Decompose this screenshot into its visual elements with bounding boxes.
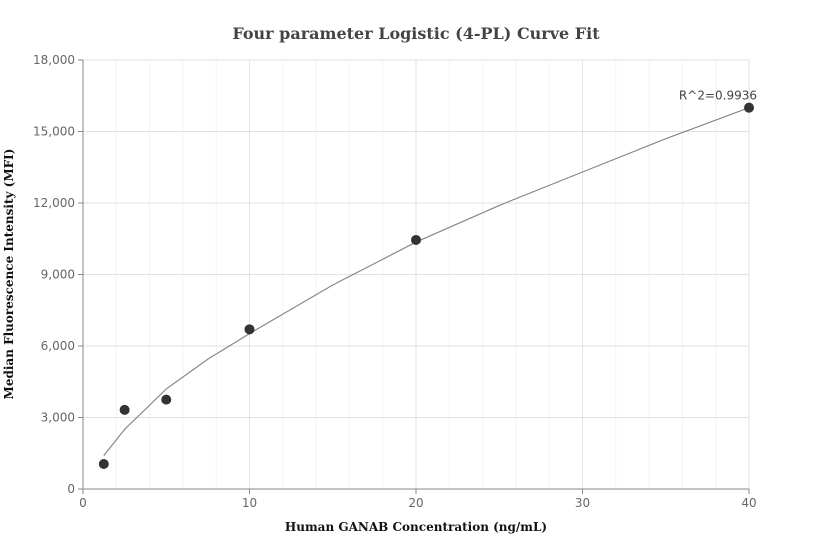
y-tick-label: 6,000 — [41, 339, 75, 353]
tick-marks: 0 3,000 6,000 9,000 12,000 15,000 18,000 0 10 20 3… — [33, 53, 757, 510]
y-tick-label: 15,000 — [33, 125, 75, 139]
y-tick-label: 0 — [67, 482, 75, 496]
y-tick-label: 3,000 — [41, 411, 75, 425]
data-point — [744, 102, 754, 113]
fit-curve — [103, 107, 750, 456]
grid-lines — [83, 59, 750, 489]
data-point — [98, 458, 109, 469]
r-squared-annotation: R^2=0.9936 — [679, 89, 757, 103]
x-tick-label: 40 — [741, 496, 756, 510]
y-tick-label: 18,000 — [33, 53, 75, 67]
data-point — [411, 234, 421, 245]
x-axis-title: Human GANAB Concentration (ng/mL) — [285, 520, 547, 534]
data-point — [119, 404, 130, 415]
chart-title: Four parameter Logistic (4-PL) Curve Fit — [232, 24, 600, 43]
x-tick-label: 30 — [575, 496, 590, 510]
y-axis-title: Median Fluorescence Intensity (MFI) — [2, 149, 16, 400]
y-tick-label: 12,000 — [33, 196, 75, 210]
x-tick-label: 10 — [242, 496, 257, 510]
data-point — [161, 394, 172, 405]
x-tick-label: 0 — [79, 496, 87, 510]
x-tick-label: 20 — [408, 496, 423, 510]
fit-curve-group — [103, 107, 750, 456]
data-point — [244, 324, 255, 335]
y-tick-label: 9,000 — [41, 268, 75, 282]
data-points — [98, 102, 754, 469]
